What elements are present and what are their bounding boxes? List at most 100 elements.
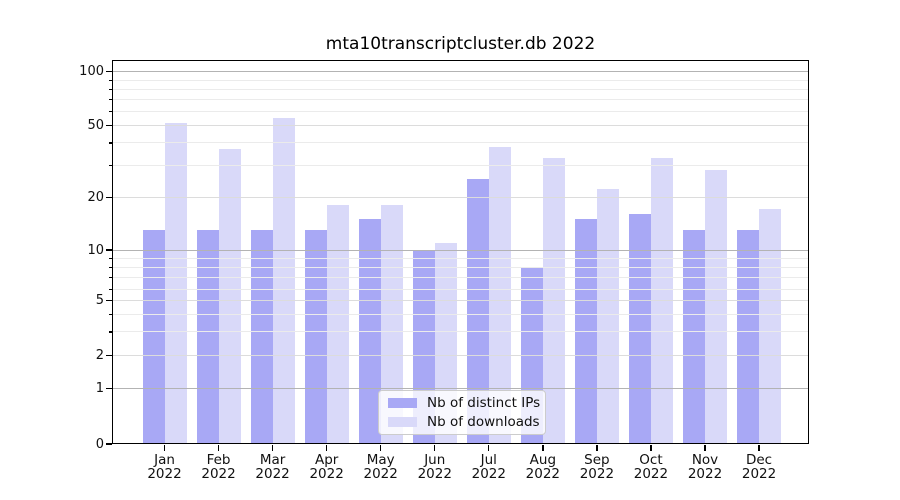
bar-distinct-ips-oct [628,213,651,444]
bar-distinct-ips-feb [196,229,219,444]
y-tick [106,387,112,389]
x-tick-label: Apr 2022 [299,453,355,481]
x-tick-label: Nov 2022 [677,453,733,481]
x-tick [163,445,166,451]
x-tick [758,445,760,451]
x-tick [704,445,706,451]
x-tick [325,445,328,451]
y-tick-label: 10 [87,242,104,258]
gridline-minor-labeled [112,300,809,302]
gridline-major [112,249,809,251]
x-tick-label-year: 2022 [309,466,344,482]
x-tick-label: Dec 2022 [731,453,787,481]
bar-downloads-feb [218,148,241,444]
x-tick [650,445,652,451]
legend-swatch-distinct-ips [388,397,417,408]
x-tick-label-month: Oct [639,452,663,468]
bar-distinct-ips-nov [683,229,705,444]
x-tick-label: Sep 2022 [569,453,625,481]
y-minor-tick [109,164,112,166]
x-tick-label-year: 2022 [363,466,398,482]
x-tick-label-month: Nov [691,452,719,468]
x-tick [271,445,274,451]
x-tick-label-month: Dec [745,452,773,468]
y-tick-label: 2 [95,348,104,364]
gridline-minor-labeled [112,196,809,198]
gridline-minor [112,88,809,90]
gridline-major [112,387,809,389]
bar-distinct-ips-dec [737,229,760,444]
y-tick-label: 5 [95,293,104,309]
x-tick-label-year: 2022 [741,466,777,482]
x-tick-label: Jan 2022 [137,453,193,481]
gridline-minor [112,288,809,290]
y-minor-tick [109,277,112,279]
y-minor-tick [109,331,112,333]
gridline-minor [112,331,809,333]
gridline-minor [112,277,809,279]
x-tick-label-month: Jan [154,452,175,468]
y-tick [106,71,112,73]
x-tick-label-year: 2022 [687,466,723,482]
bar-distinct-ips-jan [142,229,165,444]
gridline-minor [112,164,809,166]
x-tick-label-month: Jul [480,452,497,468]
gridline-minor [112,79,809,81]
gridline-minor [112,257,809,259]
x-tick-label: Oct 2022 [623,453,679,481]
gridline-minor [112,110,809,112]
y-tick-label: 1 [95,380,104,396]
x-tick-label: Mar 2022 [245,453,301,481]
plot-area: Nb of distinct IPs Nb of downloads [112,60,809,444]
x-tick-label-month: Apr [314,452,339,468]
y-minor-tick [109,257,112,260]
y-minor-tick [109,142,112,144]
legend-label-distinct-ips: Nb of distinct IPs [427,394,541,411]
bar-downloads-jan [164,122,187,444]
x-tick-label: Jun 2022 [407,453,463,481]
y-tick-label: 50 [87,118,104,134]
y-minor-tick [109,313,112,316]
grid-layer [112,60,809,444]
y-minor-tick [109,79,112,82]
x-tick-label-month: Aug [529,452,557,468]
x-tick-label: May 2022 [353,453,409,481]
legend: Nb of distinct IPs Nb of downloads [378,390,546,435]
bar-distinct-ips-apr [304,229,327,444]
gridline-minor [112,266,809,268]
gridline-minor-labeled [112,125,809,127]
x-tick-label-month: Sep [584,452,610,468]
x-tick-label-year: 2022 [255,466,290,482]
y-tick-label: 0 [95,436,104,452]
x-tick [542,445,544,451]
y-tick-label: 20 [87,189,104,205]
y-minor-tick [109,288,112,291]
legend-label-downloads: Nb of downloads [427,414,540,431]
legend-item-downloads: Nb of downloads [388,413,540,433]
x-tick-label-year: 2022 [579,466,615,482]
y-minor-tick [109,88,112,91]
x-tick-label-year: 2022 [417,466,452,482]
x-tick-label-year: 2022 [147,466,182,482]
gridline-minor [112,99,809,101]
bar-downloads-mar [272,118,295,444]
x-tick-label-year: 2022 [633,466,669,482]
x-tick-label-month: Mar [259,452,286,468]
x-tick-label-month: Jun [424,452,446,468]
y-tick [106,300,112,302]
gridline-minor [112,142,809,144]
bar-downloads-apr [326,204,349,444]
gridline-minor [112,313,809,315]
gridline-major [112,71,809,73]
chart-title: mta10transcriptcluster.db 2022 [325,34,596,54]
x-tick-label-year: 2022 [525,466,561,482]
legend-swatch-downloads [388,417,417,428]
y-tick [106,196,112,198]
y-minor-tick [109,99,112,101]
y-tick [106,355,112,357]
bar-downloads-sep [596,189,619,444]
x-tick-label-month: Feb [206,452,231,468]
x-tick [434,445,436,451]
x-tick [380,445,382,451]
